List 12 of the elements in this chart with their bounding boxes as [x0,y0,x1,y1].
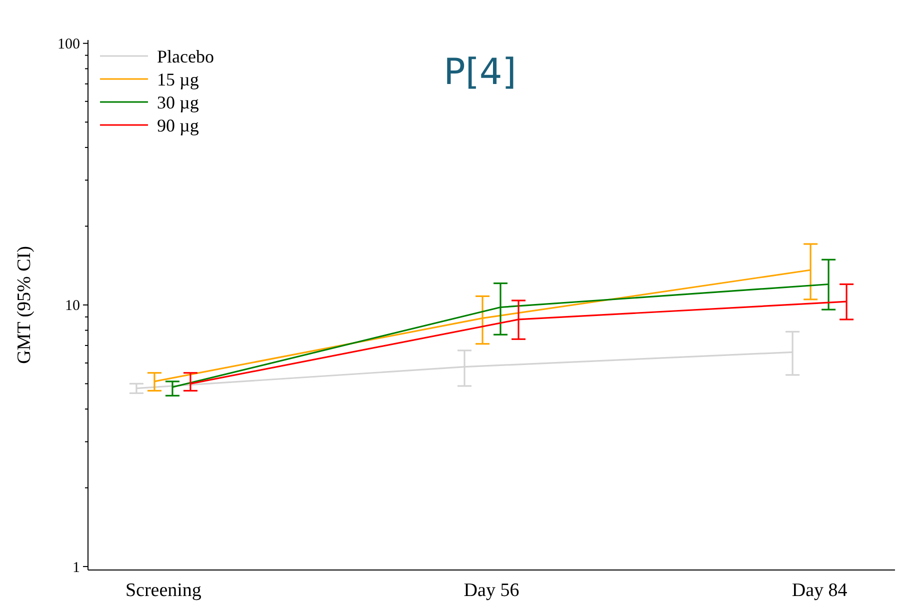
legend-label: 15 µg [157,69,199,90]
y-tick-label: 100 [58,36,80,53]
y-tick-label: 10 [65,298,80,314]
y-tick-label: 1 [72,560,80,576]
x-tick-label: Day 56 [464,580,520,601]
x-tick-label: Screening [125,580,202,601]
legend-label: 30 µg [157,92,199,112]
x-tick-label: Day 84 [792,580,848,601]
y-axis-title: GMT (95% CI) [14,246,35,364]
legend-label: 90 µg [157,115,199,136]
legend-label: Placebo [157,46,214,66]
chart-title: P[4] [444,52,516,93]
